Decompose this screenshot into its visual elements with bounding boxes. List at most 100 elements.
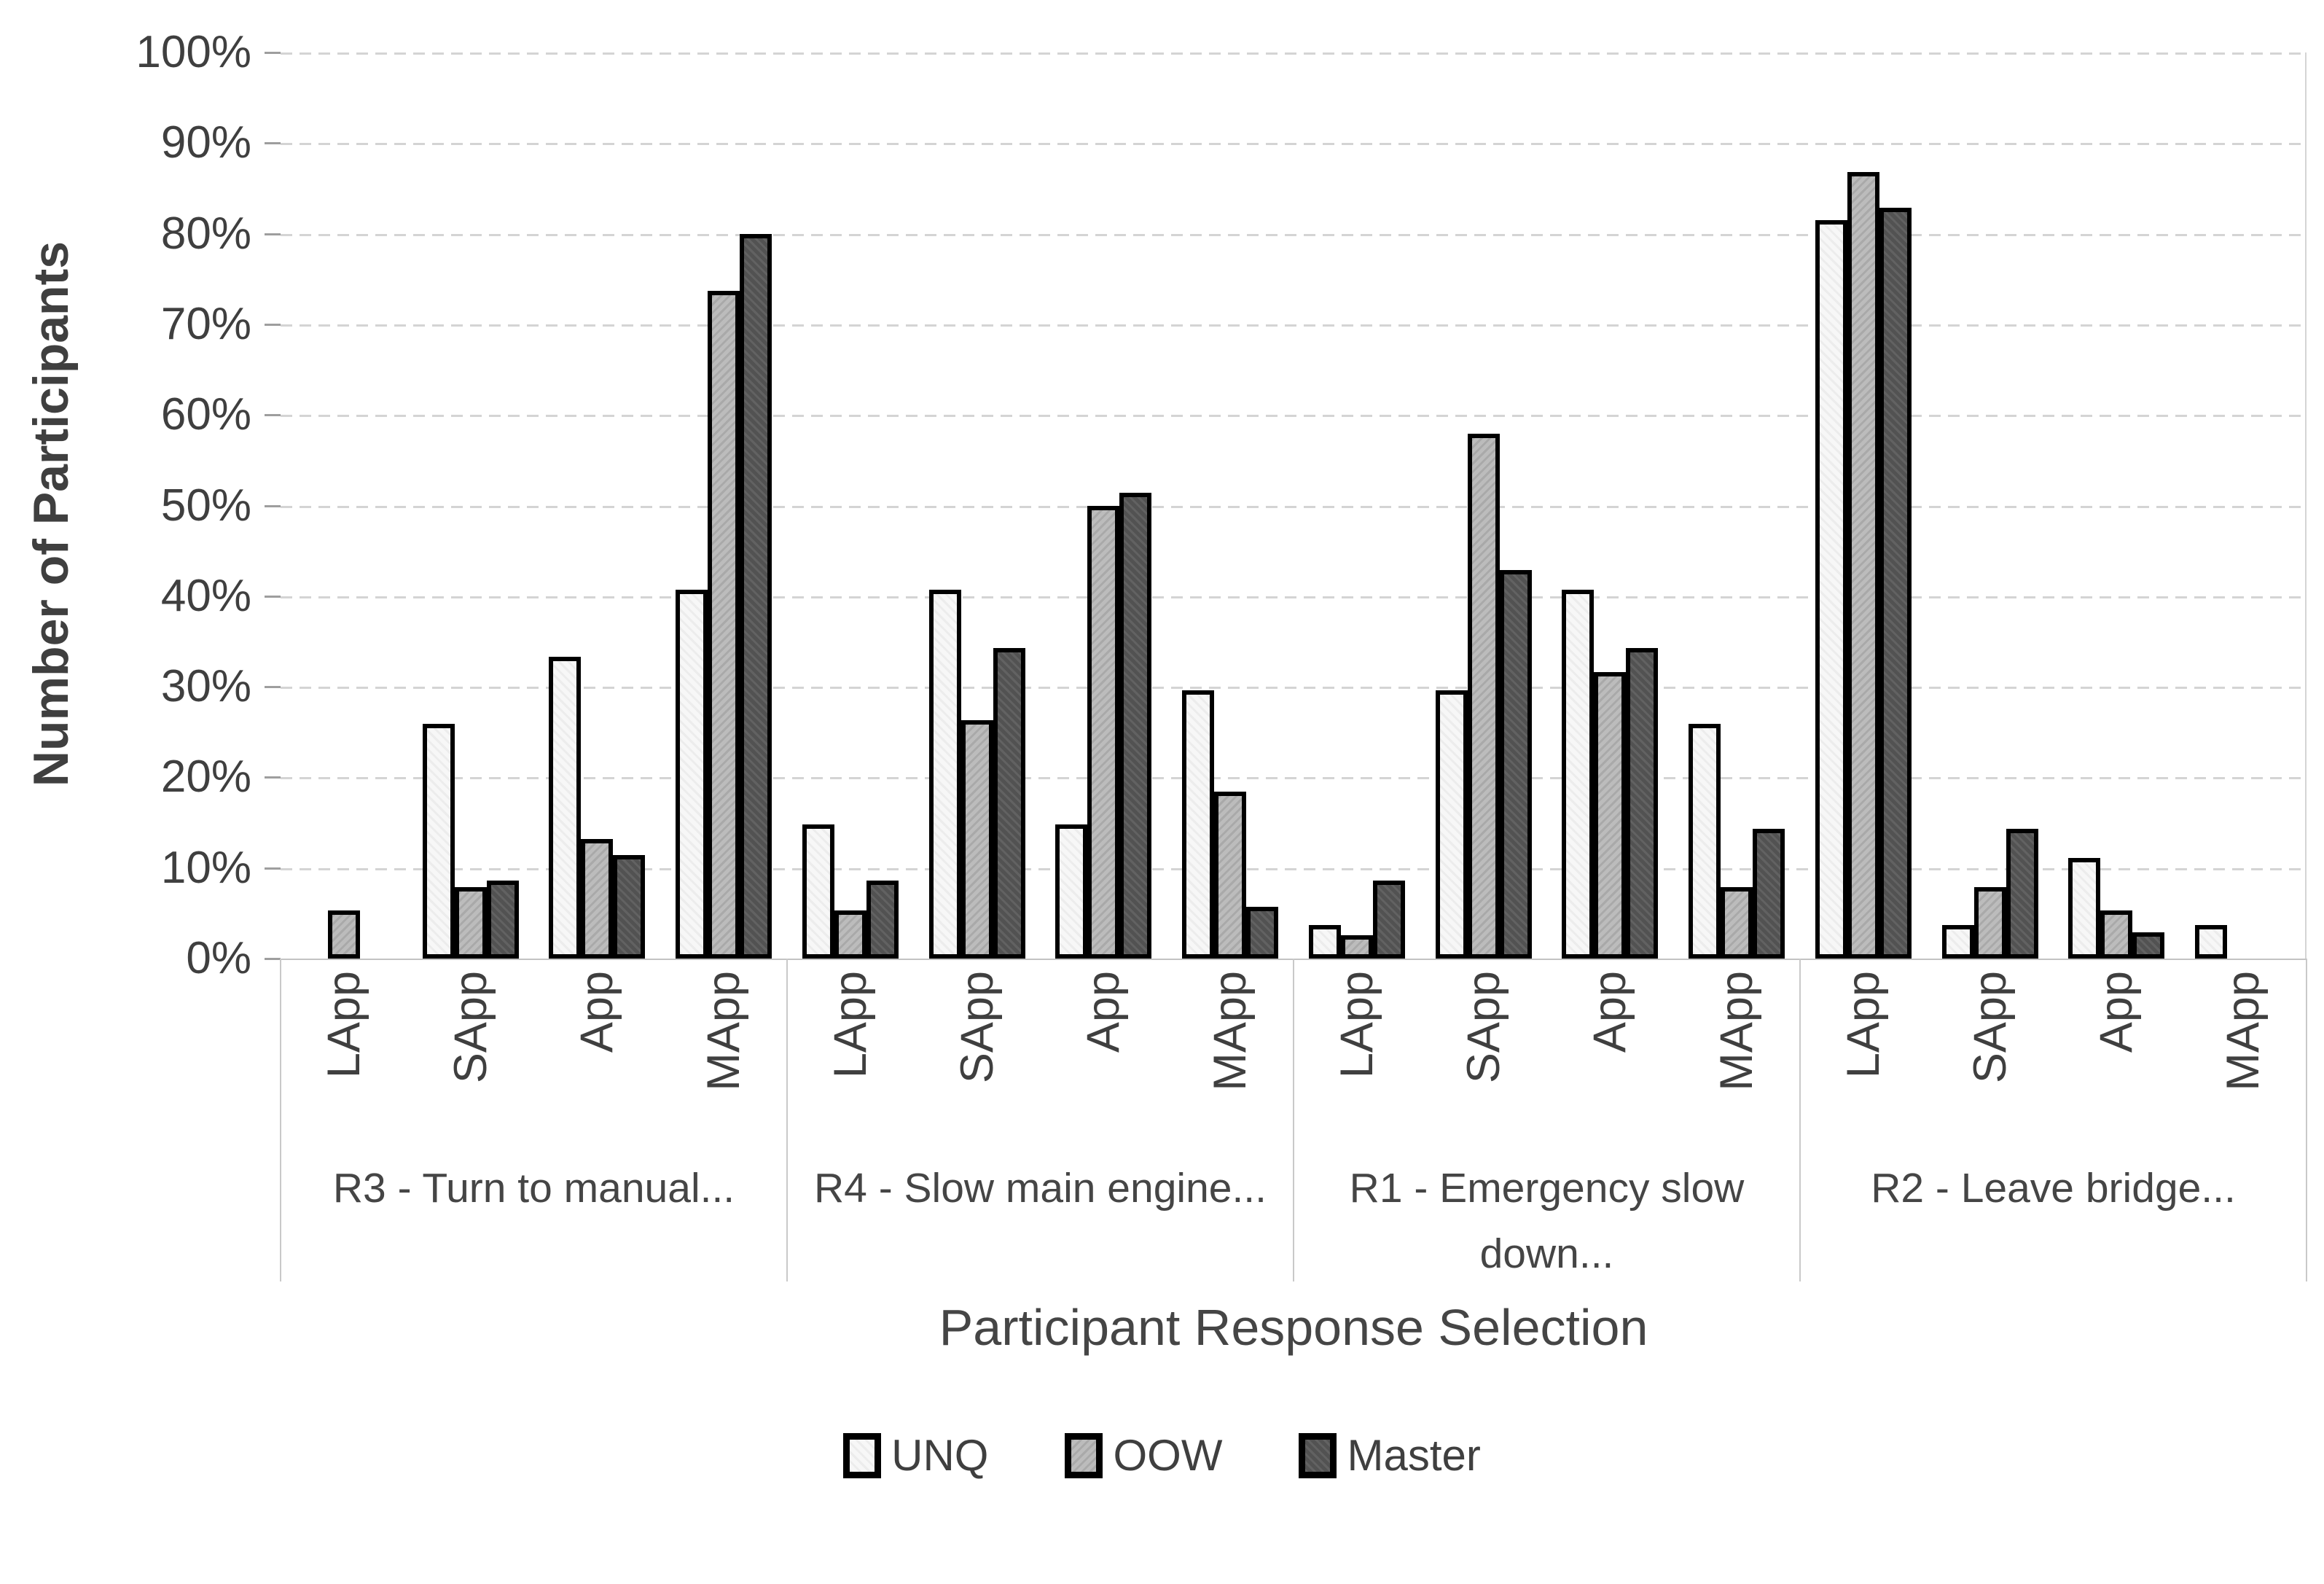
bar-UNQ-SApp-group1 xyxy=(422,724,455,959)
y-tick-label: 40% xyxy=(160,570,251,621)
bar-OOW-LApp-group1 xyxy=(327,910,360,959)
category-label-text: App xyxy=(1078,971,1130,1053)
bar-OOW-LApp-group3 xyxy=(1340,935,1373,959)
bar-OOW-SApp-group4 xyxy=(1973,886,2006,959)
bar-OOW-App-group2 xyxy=(1087,505,1120,959)
y-tick-mark xyxy=(265,595,281,598)
y-tick-mark xyxy=(265,142,281,145)
y-tick-label: 20% xyxy=(160,752,251,803)
category-label-App-group3: App xyxy=(1584,971,1635,1155)
bar-UNQ-LApp-group4 xyxy=(1815,219,1847,959)
y-tick-label: 10% xyxy=(160,842,251,893)
bar-Master-SApp-group2 xyxy=(993,647,1025,959)
bar-Master-SApp-group3 xyxy=(1499,569,1532,959)
bar-OOW-SApp-group1 xyxy=(454,886,487,959)
legend-item-UNQ: UNQ xyxy=(843,1430,988,1480)
category-label-text: App xyxy=(2091,971,2143,1053)
bar-Master-App-group1 xyxy=(613,855,646,959)
bar-Master-App-group4 xyxy=(2132,932,2165,959)
legend: UNQ OOW Master xyxy=(0,1430,2324,1480)
bar-OOW-MApp-group2 xyxy=(1214,792,1247,959)
y-tick-label: 70% xyxy=(160,298,251,349)
bar-Master-LApp-group3 xyxy=(1372,881,1405,959)
bar-UNQ-MApp-group2 xyxy=(1182,690,1215,959)
category-label-text: App xyxy=(1584,971,1636,1053)
bar-OOW-App-group4 xyxy=(2100,910,2133,959)
bar-Master-MApp-group3 xyxy=(1753,829,1785,959)
category-label-text: MApp xyxy=(1205,971,1256,1091)
x-axis-title: Participant Response Selection xyxy=(939,1299,1648,1356)
legend-swatch-Master xyxy=(1299,1432,1337,1478)
category-label-SApp-group4: SApp xyxy=(1965,971,2016,1155)
category-label-LApp-group4: LApp xyxy=(1838,971,1889,1155)
bar-OOW-App-group3 xyxy=(1594,672,1627,959)
category-label-text: SApp xyxy=(951,971,1003,1084)
legend-item-Master: Master xyxy=(1299,1430,1481,1480)
gridline xyxy=(281,324,2307,327)
y-tick-label: 30% xyxy=(160,661,251,712)
category-label-LApp-group3: LApp xyxy=(1331,971,1382,1155)
bar-Master-LApp-group4 xyxy=(1879,207,1912,959)
y-tick-mark xyxy=(265,504,281,507)
category-label-text: SApp xyxy=(1458,971,1509,1084)
group-label-2: R4 - Slow main engine... xyxy=(814,1165,1267,1212)
category-label-App-group4: App xyxy=(2091,971,2142,1155)
legend-label-OOW: OOW xyxy=(1113,1431,1223,1480)
category-label-SApp-group2: SApp xyxy=(952,971,1003,1155)
group-label-1: R3 - Turn to manual... xyxy=(332,1165,735,1212)
gridline xyxy=(281,233,2307,236)
bar-OOW-LApp-group4 xyxy=(1847,172,1879,959)
bar-UNQ-LApp-group2 xyxy=(802,824,834,959)
gridline xyxy=(281,415,2307,418)
gridline xyxy=(281,143,2307,146)
category-label-text: App xyxy=(571,971,623,1053)
y-tick-mark xyxy=(265,958,281,960)
category-label-text: SApp xyxy=(445,971,496,1084)
y-tick-label: 90% xyxy=(160,117,251,168)
category-label-text: LApp xyxy=(1837,971,1889,1079)
legend-swatch-OOW xyxy=(1065,1432,1103,1478)
bar-Master-App-group3 xyxy=(1626,647,1659,959)
category-label-text: MApp xyxy=(2218,971,2269,1091)
gridline xyxy=(281,52,2307,55)
category-label-text: MApp xyxy=(1711,971,1763,1091)
bar-UNQ-SApp-group4 xyxy=(1941,925,1974,959)
group-separator xyxy=(1799,959,1801,1281)
bar-OOW-MApp-group1 xyxy=(708,290,740,959)
y-tick-mark xyxy=(265,776,281,779)
y-tick-mark xyxy=(265,323,281,326)
bar-UNQ-App-group4 xyxy=(2068,858,2101,959)
legend-swatch-UNQ xyxy=(843,1432,882,1478)
y-tick-mark xyxy=(265,233,281,235)
category-label-text: MApp xyxy=(698,971,750,1091)
bar-UNQ-App-group2 xyxy=(1055,824,1088,959)
y-tick-mark xyxy=(265,686,281,689)
category-label-SApp-group1: SApp xyxy=(445,971,496,1155)
legend-label-UNQ: UNQ xyxy=(891,1431,989,1480)
y-tick-label: 80% xyxy=(160,208,251,259)
y-tick-label: 0% xyxy=(186,933,251,983)
bar-Master-SApp-group4 xyxy=(2006,829,2038,959)
plot-area xyxy=(281,52,2307,959)
bar-UNQ-MApp-group1 xyxy=(676,590,708,959)
gridline xyxy=(281,867,2307,870)
group-separator xyxy=(280,959,281,1281)
bar-Master-MApp-group1 xyxy=(740,233,772,959)
bar-OOW-SApp-group3 xyxy=(1467,434,1500,959)
bar-Master-LApp-group2 xyxy=(866,881,899,959)
gridline xyxy=(281,596,2307,598)
bar-UNQ-SApp-group2 xyxy=(928,590,961,959)
y-tick-label: 50% xyxy=(160,480,251,531)
bar-UNQ-SApp-group3 xyxy=(1435,690,1468,959)
category-label-text: LApp xyxy=(1331,971,1382,1079)
category-label-MApp-group4: MApp xyxy=(2218,971,2269,1155)
bar-OOW-App-group1 xyxy=(581,838,614,959)
category-label-LApp-group1: LApp xyxy=(318,971,369,1155)
bar-UNQ-App-group1 xyxy=(549,657,582,959)
bar-OOW-SApp-group2 xyxy=(960,720,993,959)
gridline xyxy=(281,687,2307,690)
y-tick-label: 100% xyxy=(136,27,251,77)
category-label-MApp-group1: MApp xyxy=(698,971,749,1155)
plot-right-border xyxy=(2305,52,2307,959)
